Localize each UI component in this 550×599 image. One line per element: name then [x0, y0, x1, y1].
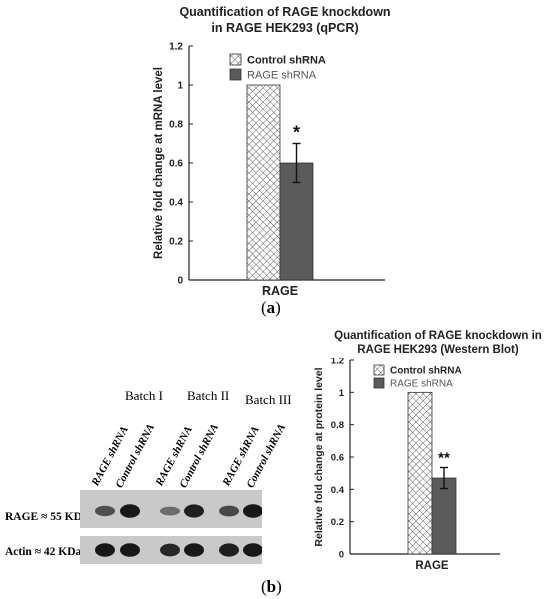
chart-a-x-category-label: RAGE	[262, 284, 298, 298]
panel-b-caption-letter: b	[266, 577, 277, 596]
chart-b-legend-label-rage-shrna: RAGE shRNA	[390, 379, 453, 390]
chart-b-y-tick-label: 0.6	[331, 453, 344, 464]
chart-b-y-tick-label: 0.8	[331, 420, 344, 431]
blot-band	[95, 543, 115, 557]
blot-band	[95, 505, 115, 517]
blot-row-label-actin: Actin ≈ 42 KDa	[5, 546, 82, 558]
chart-b-title-line-2: RAGE HEK293 (Western Blot)	[357, 344, 519, 356]
batch-label-1: Batch I	[125, 388, 163, 403]
chart-a-y-tick-label: 0.2	[169, 237, 183, 248]
chart-b: 0 0.2 0.4 0.6 0.8 1 1.2 Relative fold change at…	[313, 358, 500, 572]
chart-a-legend-label-control-shrna: Control shRNA	[247, 55, 326, 67]
panel-b-caption: (b)	[261, 577, 282, 596]
blot-band	[120, 543, 140, 557]
blot-band	[184, 543, 204, 557]
chart-a-significance-label: *	[293, 123, 300, 143]
chart-a-y-tick-label: 0.8	[169, 120, 183, 131]
chart-a-title-line-2: in RAGE HEK293 (qPCR)	[211, 21, 359, 35]
chart-a-title: Quantification of RAGE knockdown in RAGE…	[140, 4, 430, 36]
chart-b-title: Quantification of RAGE knockdown in RAGE…	[326, 329, 550, 357]
blot-band	[184, 504, 204, 518]
chart-b-y-tick-label: 1.2	[331, 358, 344, 367]
chart-b-y-tick-label: 0.4	[331, 485, 345, 496]
batch-label-2: Batch II	[187, 388, 230, 403]
chart-b-y-tick-label: 0.2	[331, 517, 344, 528]
chart-b-y-tick-label: 0	[339, 550, 344, 561]
chart-b-y-tick-label: 1	[339, 388, 345, 399]
blot-band	[243, 504, 262, 518]
western-blot-image	[80, 490, 262, 564]
blot-band	[243, 543, 262, 557]
chart-a-bar-control-shrna	[246, 84, 281, 281]
chart-a-y-tick-label: 1.2	[169, 42, 183, 53]
chart-b-x-category-label: RAGE	[415, 560, 449, 572]
blot-band	[160, 506, 180, 516]
panel-a-caption-letter: a	[266, 298, 276, 317]
chart-a-y-tick-label: 0	[177, 276, 183, 287]
chart-b-legend-swatch-control-shrna	[373, 364, 385, 376]
panel-a-caption: (a)	[261, 298, 281, 317]
chart-a-y-tick-label: 0.6	[169, 159, 183, 170]
chart-b-legend-label-control-shrna: Control shRNA	[390, 366, 462, 377]
chart-a-title-line-1: Quantification of RAGE knockdown	[179, 5, 391, 19]
chart-b-y-axis-label: Relative fold change at protein level	[313, 367, 325, 546]
blot-row-label-rage: RAGE ≈ 55 KDa	[5, 511, 88, 523]
chart-a-y-tick-label: 0.4	[169, 198, 183, 209]
chart-b-bar-rage-shrna	[431, 477, 457, 555]
chart-a-legend-swatch-control-shrna	[229, 53, 242, 66]
chart-b-bar-control-shrna	[407, 391, 433, 555]
chart-a-legend-swatch-rage-shrna	[229, 68, 242, 81]
chart-b-legend-swatch-rage-shrna	[373, 377, 385, 389]
blot-band	[120, 504, 140, 518]
chart-b-significance-label: **	[438, 450, 450, 467]
chart-a-y-axis-label: Relative fold change at mRNA level	[153, 67, 165, 259]
chart-b-title-line-1: Quantification of RAGE knockdown in	[334, 330, 542, 342]
chart-a-legend-label-rage-shrna: RAGE shRNA	[247, 70, 317, 82]
blot-band	[219, 543, 239, 557]
batch-label-3: Batch III	[245, 392, 292, 407]
blot-band	[219, 505, 239, 517]
chart-a-y-tick-label: 1	[177, 81, 183, 92]
chart-a: 0 0.2 0.4 0.6 0.8 1 1.2 Relative fold change at…	[153, 42, 385, 298]
blot-band	[160, 543, 180, 557]
